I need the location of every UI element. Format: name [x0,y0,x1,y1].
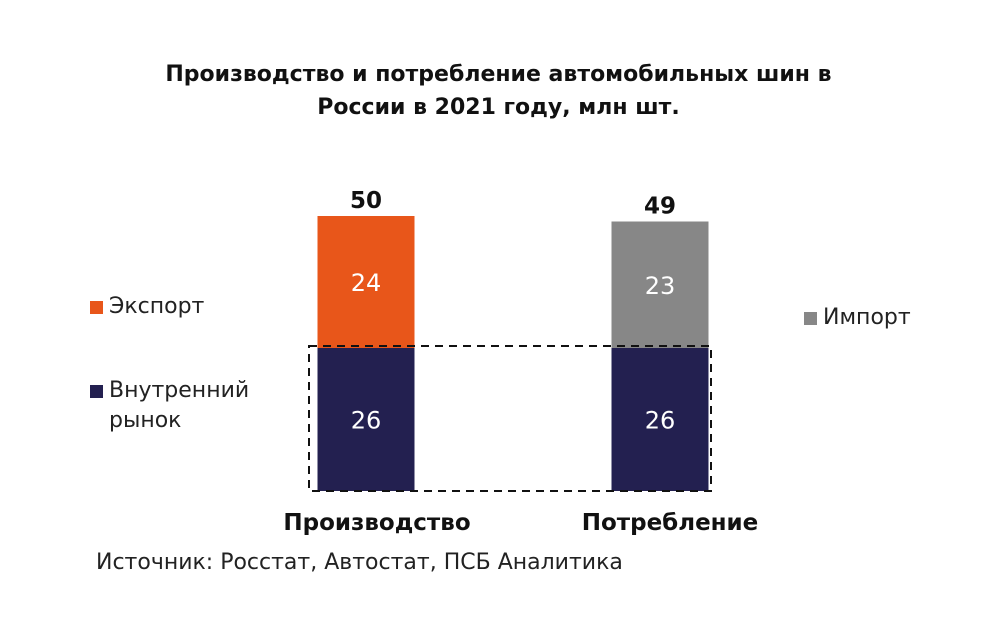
bar-segment-domestic-cat-0 [317,348,415,491]
bar-value-label: 26 [645,407,676,435]
legend-item-import: Импорт [804,303,911,333]
source-note: Источник: Росстат, Автостат, ПСБ Аналити… [96,550,623,575]
legend-swatch-domestic [90,385,103,398]
chart-title-line-2: России в 2021 году, млн шт. [317,95,680,120]
legend-item-domestic: Внутренний рынок [90,376,284,436]
bar-value-label: 26 [351,407,382,435]
bar-value-label: 23 [645,272,676,300]
legend-label-import: Импорт [823,305,911,330]
category-label: Производство [283,510,470,536]
legend-label-export: Экспорт [109,294,205,319]
category-label: Потребление [582,510,759,536]
bar-total-label: 49 [644,194,676,220]
bar-segment-domestic-cat-1 [611,348,709,491]
legend-swatch-export [90,301,103,314]
bar-total-label: 50 [350,188,382,214]
legend-item-export: Экспорт [90,292,204,322]
domestic-highlight-frame [308,345,712,492]
chart-title-line-1: Производство и потребление автомобильных… [165,62,832,87]
bar-value-label: 24 [351,269,382,297]
bar-segment-import-cat-1 [611,221,709,348]
legend-swatch-import [804,312,817,325]
legend-label-domestic: Внутренний рынок [109,378,250,433]
chart-title: Производство и потребление автомобильных… [0,58,997,124]
bar-segment-export-cat-0 [317,216,415,348]
